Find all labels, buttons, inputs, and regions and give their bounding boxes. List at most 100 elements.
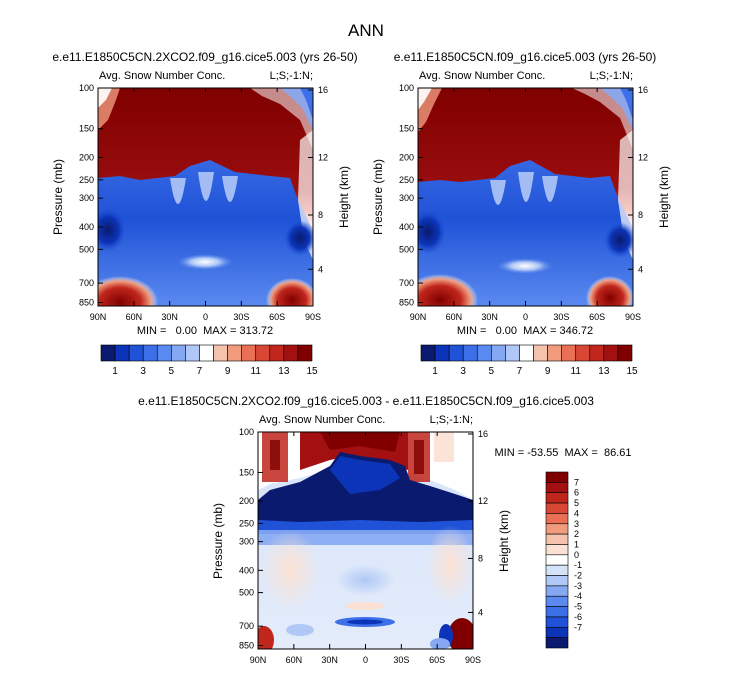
panel-2-colorbar-box	[603, 344, 619, 362]
panel-2-ytick-label: 500	[399, 244, 414, 254]
panel-1-subtitle-right: L;S;-1:N;	[270, 70, 313, 82]
panel-2-colorbar-label: 15	[626, 366, 638, 377]
panel-1-colorbar-label: 5	[169, 366, 175, 377]
panel-1-ytick-label: 150	[79, 124, 94, 134]
panel-1-colorbar-box	[213, 344, 228, 362]
panel-2-colorbar-box	[547, 344, 562, 362]
panel-3-title: e.e11.E1850C5CN.2XCO2.f09_g16.cice5.003 …	[138, 394, 594, 408]
panel-3-ytick-label: 100	[239, 427, 254, 437]
panel-3-y2tick-label: 16	[478, 429, 488, 439]
panel-3-ytick-label: 200	[239, 496, 254, 506]
panel-2-colorbar-box	[589, 344, 605, 362]
figure-title: ANN	[348, 21, 384, 40]
panel-2-colorbar-label: 3	[460, 366, 466, 377]
panel-3-xtick-label: 30N	[321, 655, 338, 665]
panel-1-colorbar-label: 3	[140, 366, 146, 377]
panel-3-subtitle-left: Avg. Snow Number Conc.	[259, 414, 385, 426]
panel-1-colorbar-label: 9	[225, 366, 231, 377]
panel-2-colorbar-box	[617, 344, 633, 362]
panel-1-colorbar-label: 11	[251, 366, 262, 377]
panel-2-ytick-label: 100	[399, 83, 414, 93]
panel-2-colorbar-label: 9	[545, 366, 551, 377]
panel-2-colorbar-label: 11	[571, 366, 582, 377]
panel-2-ytick-label: 150	[399, 124, 414, 134]
panel-1-stats: MIN = 0.00 MAX = 313.72	[137, 325, 273, 337]
panel-3-ytick-label: 500	[239, 588, 254, 598]
panel-3-colorbar-box	[545, 585, 569, 597]
panel-1-colorbar-box	[156, 344, 172, 362]
panel-2-ytick-label: 700	[399, 278, 414, 288]
panel-1-colorbar-label: 7	[197, 366, 203, 377]
panel-1-field	[98, 88, 313, 306]
panel-2: e.e11.E1850C5CN.f09_g16.cice5.003 (yrs 2…	[371, 50, 671, 377]
panel-3-colorbar-label: -3	[574, 581, 582, 591]
panel-3-ytick-label: 150	[239, 467, 254, 477]
panel-2-ytick-label: 250	[399, 175, 414, 185]
panel-3-field	[258, 432, 473, 649]
panel-3-colorbar-label: 7	[574, 477, 579, 487]
panel-3-ylabel: Pressure (mb)	[211, 503, 225, 579]
panel-1-xtick-label: 60N	[126, 312, 143, 322]
panel-3-colorbar-label: -6	[574, 612, 582, 622]
panel-1-xtick-label: 60S	[269, 312, 285, 322]
panel-2-colorbar-box	[561, 344, 577, 362]
panel-1-colorbar-box	[185, 344, 200, 362]
panel-2-colorbar-label: 5	[489, 366, 495, 377]
panel-2-field	[418, 88, 633, 306]
panel-3-colorbar-box	[545, 595, 569, 607]
panel-3-colorbar-box	[545, 626, 569, 638]
panel-2-xtick-label: 90N	[410, 312, 427, 322]
panel-1-y2tick-label: 8	[318, 210, 323, 220]
panel-2-colorbar-box	[575, 344, 591, 362]
panel-3-xtick-label: 60S	[429, 655, 445, 665]
panel-1-ytick-label: 400	[79, 222, 94, 232]
panel-3-colorbar-box	[545, 637, 569, 649]
panel-3-subtitle-right: L;S;-1:N;	[430, 414, 473, 426]
panel-3-stats: MIN = -53.55 MAX = 86.61	[495, 447, 632, 459]
panel-3-colorbar-label: -4	[574, 591, 582, 601]
panel-2-colorbar-box	[476, 344, 492, 362]
panel-3-y2tick-label: 4	[478, 607, 483, 617]
panel-2-colorbar-box	[462, 344, 478, 362]
panel-3-colorbar-box	[545, 606, 569, 618]
panel-2-colorbar-box	[533, 344, 548, 362]
panel-3-colorbar-label: 4	[574, 508, 579, 518]
panel-2-colorbar-box	[519, 344, 534, 362]
panel-3-colorbar-label: 3	[574, 519, 579, 529]
panel-3-ytick-label: 700	[239, 621, 254, 631]
panel-2-ytick-label: 300	[399, 193, 414, 203]
panel-1-colorbar-box	[142, 344, 158, 362]
panel-1-colorbar-box	[269, 344, 285, 362]
panel-1-ytick-label: 250	[79, 175, 94, 185]
panel-2-subtitle-left: Avg. Snow Number Conc.	[419, 70, 545, 82]
panel-2-xtick-label: 60N	[446, 312, 463, 322]
panel-3-colorbar-label: -7	[574, 622, 582, 632]
panel-2-xtick-label: 0	[523, 312, 528, 322]
panel-1-ytick-label: 700	[79, 278, 94, 288]
panel-3-ytick-label: 850	[239, 641, 254, 651]
panel-1-colorbar-label: 15	[306, 366, 318, 377]
panel-3-colorbar-box	[545, 544, 569, 556]
panel-1-ytick-label: 300	[79, 193, 94, 203]
panel-1-ytick-label: 500	[79, 244, 94, 254]
panel-1-colorbar-box	[100, 344, 116, 362]
panel-3-colorbar-label: -1	[574, 560, 582, 570]
panel-3-colorbar-box	[545, 513, 569, 525]
panel-1-colorbar-box	[241, 344, 257, 362]
panel-2-title: e.e11.E1850C5CN.f09_g16.cice5.003 (yrs 2…	[394, 50, 657, 64]
panel-3-y2tick-label: 8	[478, 553, 483, 563]
panel-1-xtick-label: 90S	[305, 312, 321, 322]
panel-3-ytick-label: 400	[239, 565, 254, 575]
panel-2-xtick-label: 90S	[625, 312, 641, 322]
panel-3-colorbar-label: 6	[574, 488, 579, 498]
panel-3-xtick-label: 90S	[465, 655, 481, 665]
panel-2-subtitle-right: L;S;-1:N;	[590, 70, 633, 82]
panel-3-ytick-label: 250	[239, 518, 254, 528]
panel-2-ytick-label: 200	[399, 152, 414, 162]
panel-2-xtick-label: 30S	[553, 312, 569, 322]
panel-1-colorbar-box	[199, 344, 214, 362]
panel-1-title: e.e11.E1850C5CN.2XCO2.f09_g16.cice5.003 …	[52, 50, 357, 64]
panel-3-colorbar-box	[545, 482, 569, 494]
panel-3-colorbar-box	[545, 533, 569, 545]
panel-1-ytick-label: 100	[79, 83, 94, 93]
